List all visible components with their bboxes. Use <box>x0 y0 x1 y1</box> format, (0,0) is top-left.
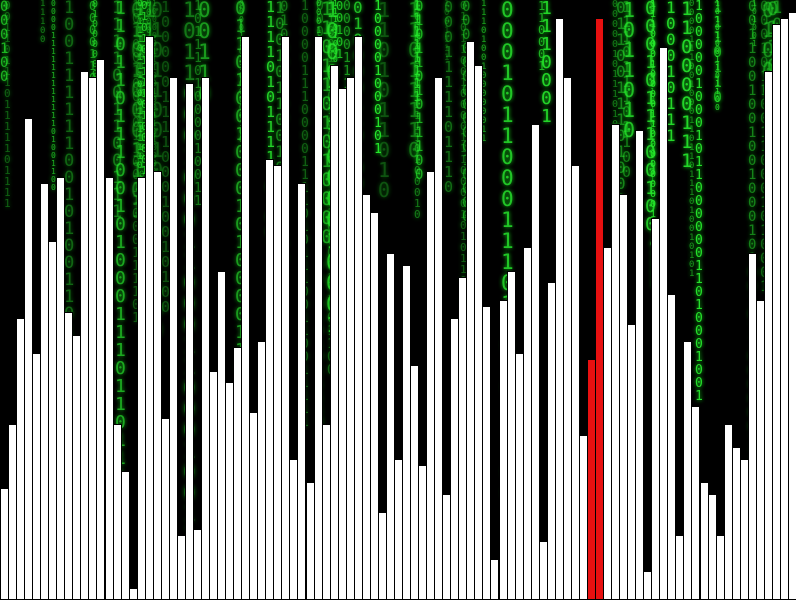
matrix-rain-column: 1 1 0 0 0 1 <box>538 0 546 73</box>
matrix-rain-column: 1 1 1 0 0 0 1 <box>541 0 552 127</box>
matrix-rain-column: 0 0 0 0 1 1 1 0 0 1 0 0 0 1 1 0 1 1 0 1 … <box>689 0 695 279</box>
matrix-rain-column: 0 0 0 1 1 1 1 1 0 1 1 1 0 <box>444 0 454 196</box>
array-bar <box>120 471 130 600</box>
matrix-rain-column: 1 1 1 0 0 <box>40 0 46 45</box>
matrix-rain-column: 1 0 1 0 0 1 <box>752 0 757 48</box>
array-bar <box>635 130 645 600</box>
matrix-rain-column: 1 1 1 0 1 1 1 0 1 1 0 0 <box>622 0 632 181</box>
matrix-rain-column: 0 0 0 1 0 1 1 1 0 0 1 0 0 <box>645 0 656 234</box>
matrix-rain-column: 1 1 1 1 0 0 1 1 0 0 1 1 1 <box>112 0 123 222</box>
array-bar <box>184 83 194 600</box>
matrix-rain-column: 1 0 0 0 0 0 1 1 1 1 0 0 0 1 0 0 1 0 1 0 … <box>161 0 171 316</box>
array-bar <box>168 77 178 600</box>
matrix-rain-column: 0 1 0 1 1 0 1 0 1 1 1 0 0 <box>415 0 424 183</box>
matrix-rain-column: 1 0 0 1 1 1 1 <box>444 0 450 63</box>
array-bar <box>787 12 796 600</box>
matrix-rain-column: 1 1 0 1 0 1 1 0 1 0 <box>378 0 391 202</box>
matrix-rain-column: 0 0 0 1 0 0 <box>0 0 9 85</box>
matrix-rain-column: 1 1 1 0 1 0 0 0 <box>333 0 338 64</box>
matrix-rain-column: 1 1 1 1 1 1 1 1 <box>413 0 421 105</box>
matrix-rain-column: 1 1 0 1 1 1 1 0 <box>408 0 421 162</box>
matrix-rain-column: 1 0 0 0 0 1 0 0 0 1 0 1 <box>374 0 382 157</box>
matrix-rain-column: 1 0 0 0 1 0 1 1 1 <box>666 0 676 145</box>
matrix-rain-column: 1 0 1 1 0 1 0 <box>623 0 636 142</box>
matrix-rain-column: 0 0 0 0 1 1 1 1 1 1 1 1 1 1 1 1 0 1 0 0 … <box>51 0 56 192</box>
matrix-rain-column: 1 1 0 1 1 0 1 0 1 0 0 0 0 <box>321 0 333 248</box>
matrix-rain-column: 1 0 1 0 1 0 0 1 1 0 1 1 0 0 <box>715 0 720 112</box>
matrix-rain-column: 1 1 0 0 0 0 1 1 1 <box>681 0 693 172</box>
matrix-rain-column: 1 0 0 0 0 0 1 0 1 1 1 1 1 0 1 0 0 0 1 0 <box>414 0 421 221</box>
matrix-rain-column: 1 1 1 0 1 0 0 1 0 0 0 0 0 0 1 1 <box>481 0 487 144</box>
matrix-rain-column: 0 0 1 1 0 1 1 1 0 1 1 1 1 1 0 1 1 1 1 <box>4 0 11 210</box>
matrix-rain-column: 0 0 1 1 1 0 0 1 1 0 1 1 0 1 1 0 0 1 1 1 … <box>650 0 655 184</box>
matrix-rain-column: 0 0 1 0 1 <box>336 0 344 61</box>
matrix-rain-column: 1 1 1 0 1 1 0 <box>713 0 723 106</box>
matrix-rain-column: 1 0 1 0 0 1 0 0 1 0 1 1 0 0 1 1 0 0 0 1 … <box>132 0 140 325</box>
matrix-rain-column: 1 0 1 1 1 0 1 0 0 0 0 1 0 0 1 1 <box>194 0 202 209</box>
array-bar <box>530 124 540 600</box>
matrix-rain-column: 0 1 1 1 1 0 1 1 1 0 0 0 1 1 1 1 1 1 0 <box>137 0 143 171</box>
matrix-rain-column: 1 0 0 0 0 0 1 0 0 0 1 0 1 1 0 0 0 0 0 0 … <box>695 0 703 404</box>
array-bar <box>482 306 492 600</box>
matrix-rain-column: 0 0 0 0 0 0 0 0 0 0 0 1 0 0 0 0 <box>462 0 471 224</box>
